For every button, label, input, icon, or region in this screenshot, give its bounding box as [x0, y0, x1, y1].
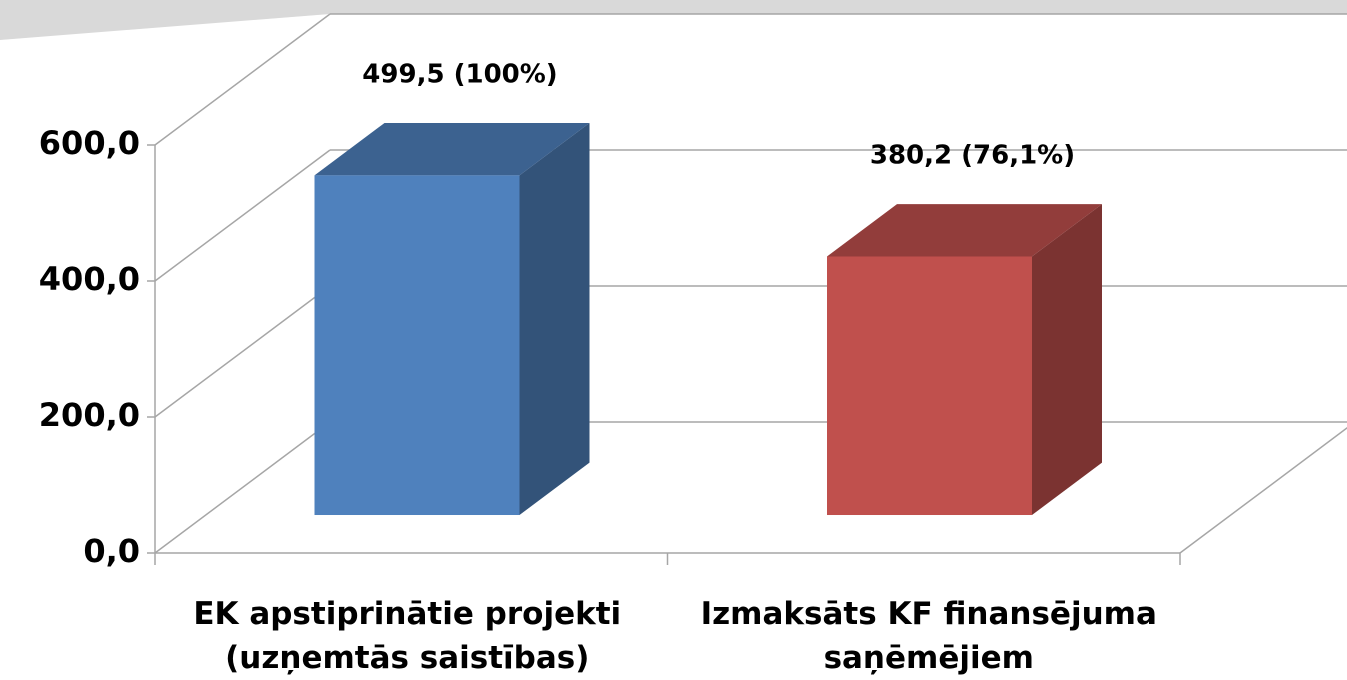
y-tick-label: 200,0	[39, 396, 140, 434]
y-tick-label: 400,0	[39, 260, 140, 298]
y-tick-label: 600,0	[39, 124, 140, 162]
bar	[827, 256, 1032, 516]
bar-top	[827, 204, 1102, 257]
bar-side	[519, 122, 590, 516]
floor-edge	[1179, 427, 1347, 554]
grid-line	[154, 285, 331, 418]
x-tick-label: Izmaksāts KF finansējuma saņēmējiem	[700, 596, 1157, 676]
bar-top	[314, 122, 590, 176]
header-band	[0, 0, 1347, 14]
grid-line	[154, 13, 331, 146]
data-label: 380,2 (76,1%)	[870, 141, 1075, 171]
header-band	[0, 14, 330, 40]
y-tick-label: 0,0	[83, 532, 140, 570]
grid-line	[154, 421, 331, 554]
bar-side	[1032, 204, 1102, 516]
x-tick-label: EK apstiprinātie projekti (uzņemtās sais…	[193, 596, 622, 676]
grid-line	[154, 149, 331, 282]
data-label: 499,5 (100%)	[362, 59, 557, 89]
bar	[314, 175, 520, 516]
